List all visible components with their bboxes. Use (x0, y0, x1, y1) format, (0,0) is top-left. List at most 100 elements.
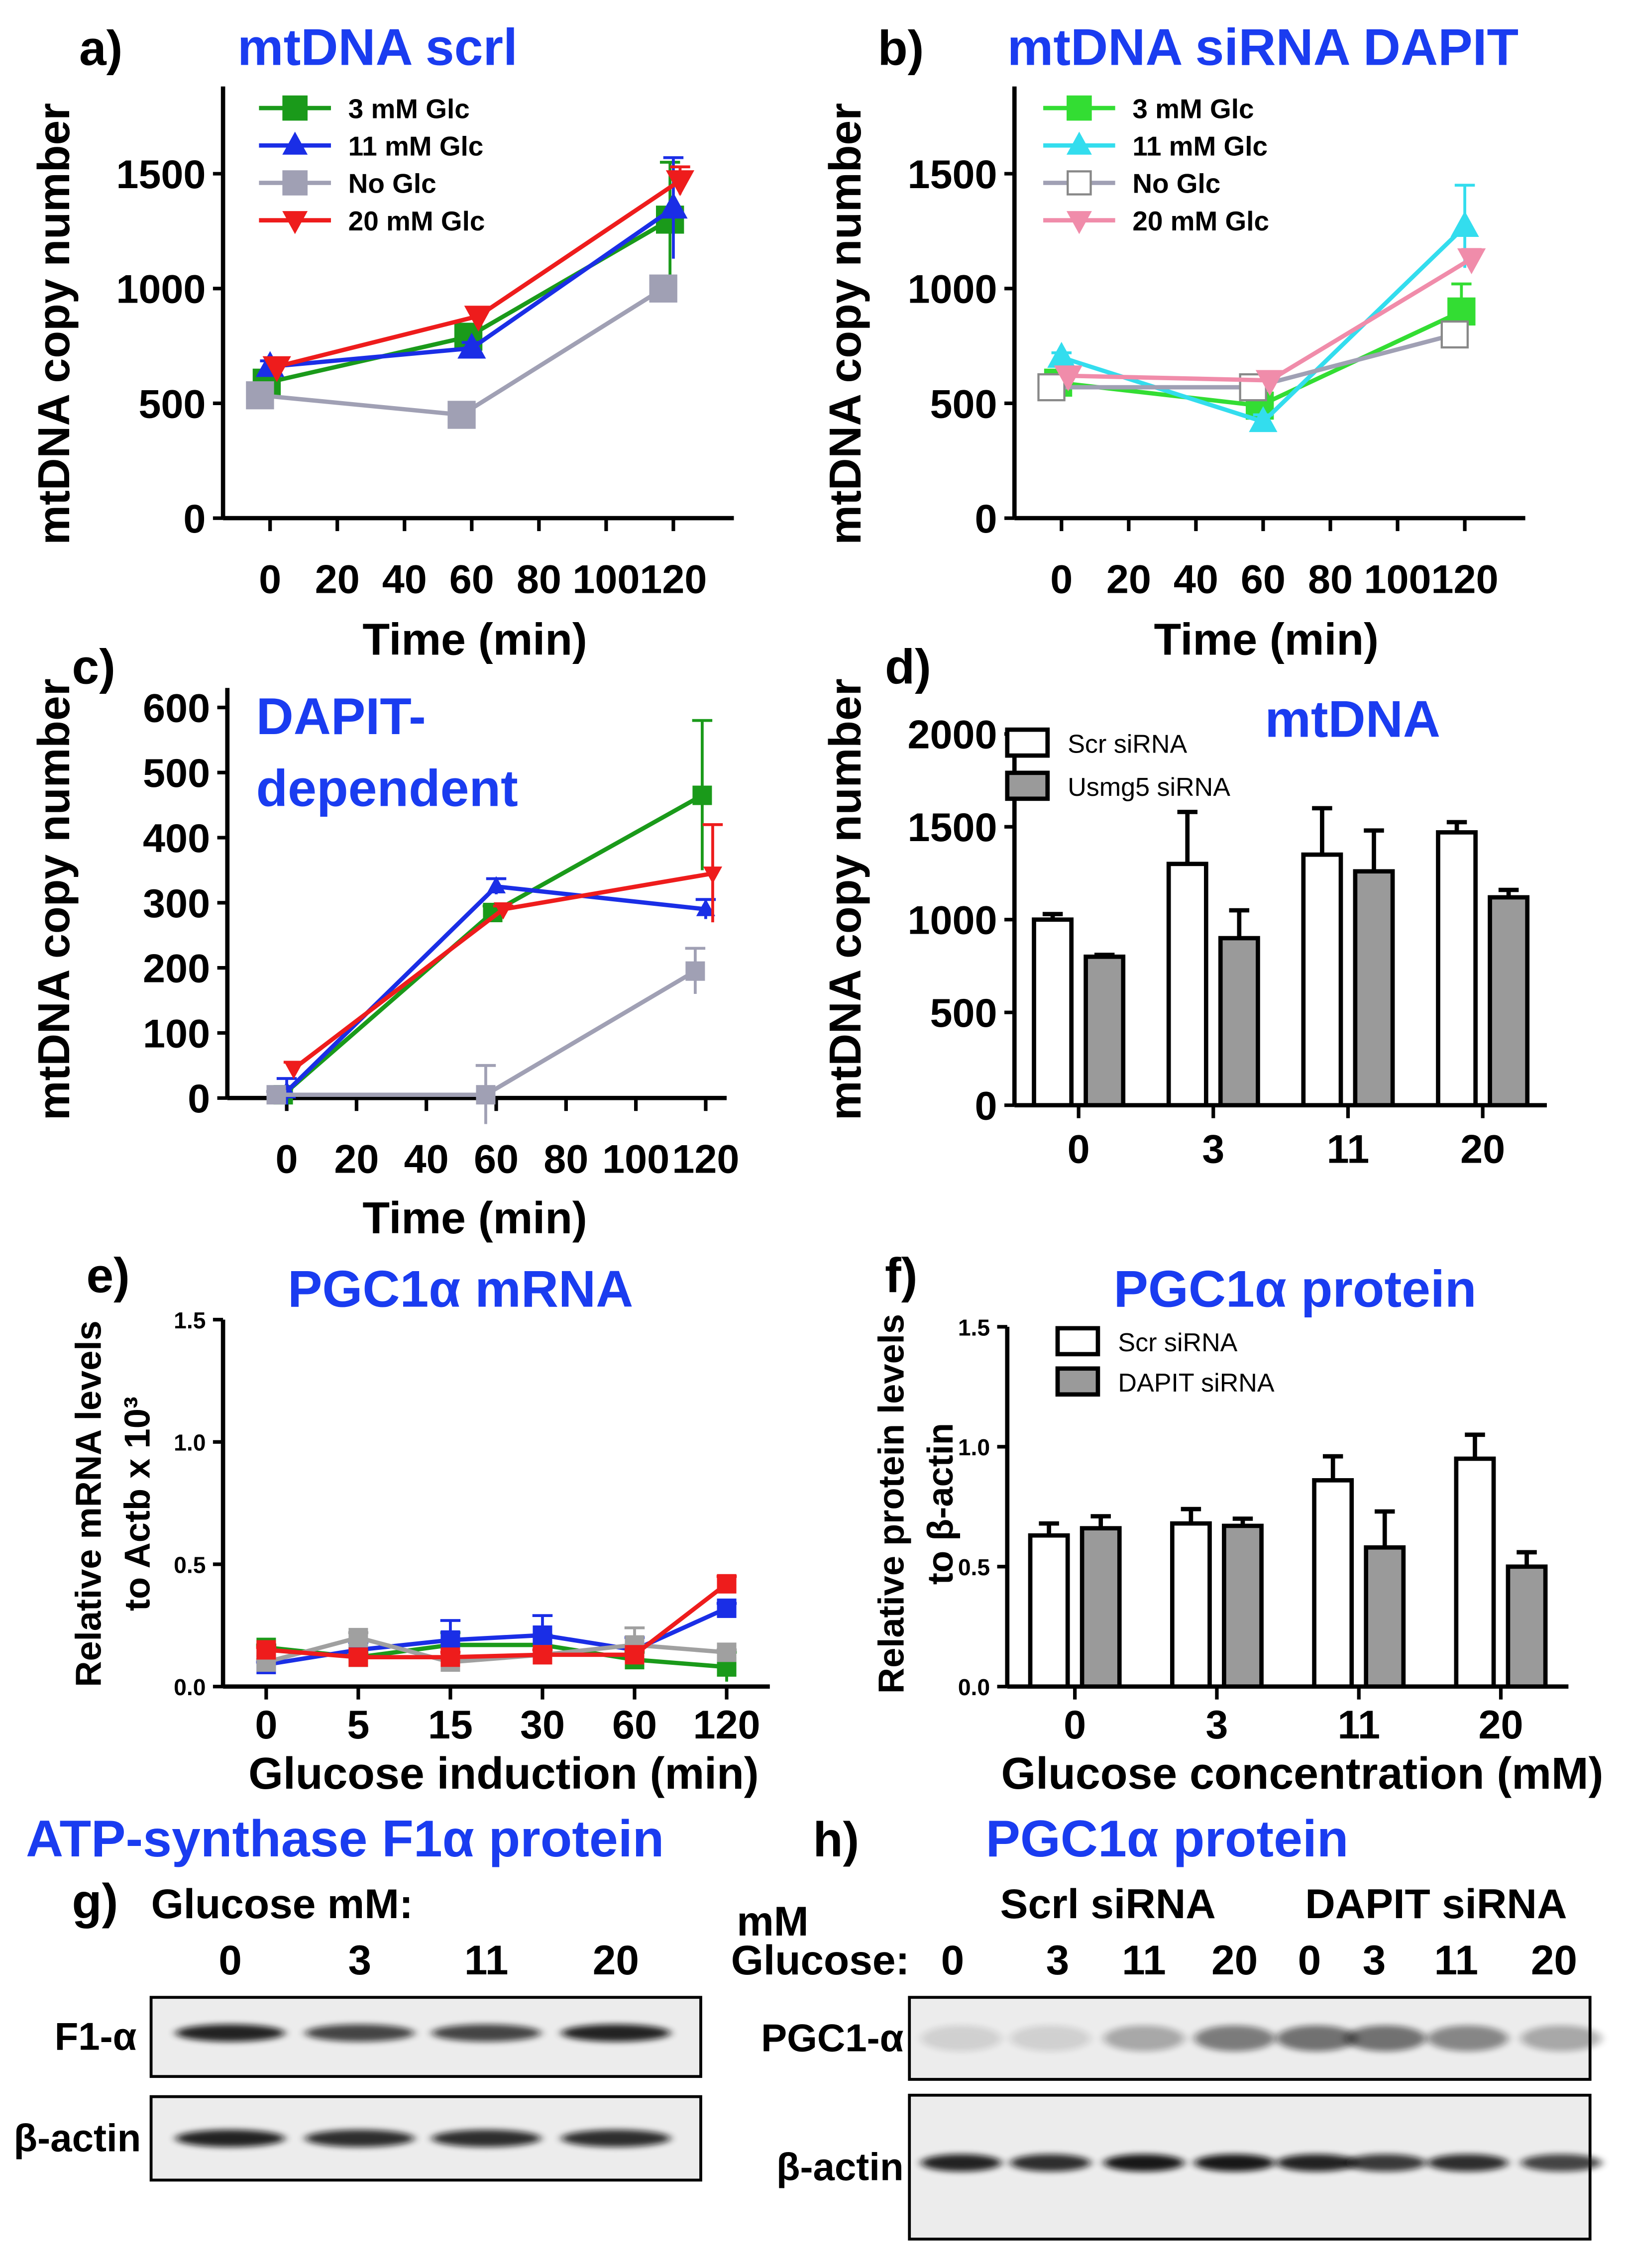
legend-label: 20 mM Glc (1132, 206, 1269, 236)
data-point (533, 1625, 552, 1645)
legend-marker (282, 170, 308, 196)
data-point (1054, 365, 1083, 392)
series-2 (256, 1626, 737, 1672)
series-3 (1054, 248, 1486, 396)
bar (1436, 830, 1478, 1108)
y-tick-label: 0.0 (958, 1674, 990, 1700)
data-point (1450, 211, 1479, 237)
blot-band (561, 2130, 671, 2147)
y-tick-label: 500 (138, 382, 206, 427)
lane-label: 3 (1046, 1937, 1070, 1983)
legend-item: 20 mM Glc (259, 206, 485, 236)
bar (1364, 1545, 1406, 1689)
blot-band (1345, 2154, 1426, 2172)
data-point (493, 902, 513, 920)
x-tick-label: 100 (602, 1137, 669, 1182)
blot-band (1427, 2154, 1508, 2172)
y-tick-label: 1.5 (174, 1307, 206, 1333)
legend-item: 20 mM Glc (1043, 206, 1269, 236)
series-line (265, 1635, 727, 1664)
series-1 (1047, 184, 1479, 432)
y-axis-label-line: Relative mRNA levels (69, 1320, 108, 1687)
x-tick-label: 0 (259, 557, 281, 602)
series-1 (1080, 1509, 1548, 1689)
y-tick-label: 1000 (116, 267, 206, 312)
data-point (486, 876, 506, 894)
x-tick-label: 11 (1327, 1127, 1370, 1172)
blot-band (1194, 2025, 1275, 2052)
y-tick-label: 500 (930, 382, 997, 427)
series-3 (283, 823, 723, 1080)
data-point (266, 1085, 286, 1105)
y-axis-label-line: to β-actin (921, 1423, 961, 1585)
legend-label: DAPIT siRNA (1118, 1369, 1274, 1398)
data-point (685, 961, 705, 981)
lane-label: 20 (593, 1937, 639, 1983)
legend-label: 11 mM Glc (348, 131, 484, 162)
x-axis-label: Time (min) (1154, 615, 1379, 664)
bar (1080, 1526, 1122, 1689)
y-tick-label: 1500 (908, 805, 997, 850)
y-tick-label: 400 (143, 816, 210, 861)
x-tick-label: 0 (276, 1137, 298, 1182)
x-axis-label: Glucose concentration (mM) (1001, 1748, 1604, 1798)
x-tick-label: 120 (640, 557, 707, 602)
panel-f: f) PGC1α protein 0.0 0.5 1.0 1.5 Relative prot… (872, 1248, 1604, 1798)
series-3 (262, 165, 695, 382)
y-axis-label-line: to Actb x 10³ (118, 1397, 158, 1611)
data-point (284, 1062, 304, 1080)
bar (1032, 917, 1074, 1108)
data-point (1249, 406, 1278, 432)
bar (1222, 1523, 1264, 1689)
blot-band (175, 2130, 285, 2147)
y-tick-label: 0.5 (174, 1552, 206, 1578)
blot-band (432, 2024, 542, 2042)
lane-label: 11 (464, 1937, 509, 1983)
x-tick-label: 120 (693, 1703, 760, 1747)
data-point (1037, 373, 1066, 402)
data-point (348, 1627, 368, 1647)
legend-item: Scr siRNA (1055, 1326, 1238, 1357)
blot-band (1520, 2154, 1602, 2172)
y-tick-label: 0.0 (174, 1674, 206, 1700)
y-axis-label: mtDNA copy number (29, 103, 79, 545)
x-axis-label: Glucose induction (min) (248, 1748, 759, 1798)
data-point (447, 401, 476, 429)
y-tick-label: 1000 (908, 898, 997, 943)
bar (1084, 954, 1126, 1108)
blot-band (1194, 2154, 1275, 2172)
data-point (1447, 297, 1476, 326)
blot-band (305, 2024, 415, 2042)
legend-swatch (1055, 1326, 1100, 1357)
x-tick-label: 0 (1050, 557, 1073, 602)
data-point (457, 332, 486, 359)
blot-band (561, 2024, 671, 2042)
panel-label: a) (79, 20, 122, 75)
panel-title: PGC1α protein (1114, 1260, 1477, 1318)
x-tick-label: 20 (1478, 1703, 1523, 1747)
series-2 (246, 274, 677, 429)
data-point (696, 899, 716, 916)
legend-label: 3 mM Glc (348, 93, 470, 124)
legend-item: 11 mM Glc (259, 131, 483, 162)
blot-band (921, 2154, 1002, 2172)
x-tick-label: 0 (255, 1703, 277, 1747)
blot-h: PGC1-α β-actin (761, 1996, 1602, 2241)
panel-label: e) (86, 1248, 129, 1303)
legend-item: 11 mM Glc (1043, 131, 1268, 162)
legend-swatch (1005, 770, 1050, 801)
x-tick-label: 60 (474, 1137, 519, 1182)
x-tick-label: 100 (572, 557, 640, 602)
data-point (649, 274, 677, 303)
bar (1218, 936, 1260, 1108)
lane-label: 11 (1122, 1937, 1166, 1983)
y-tick-label: 500 (930, 991, 997, 1036)
legend-item: DAPIT siRNA (1055, 1366, 1275, 1398)
x-axis-label: Time (min) (362, 1193, 587, 1243)
x-tick-label: 80 (517, 557, 561, 602)
x-tick-label: 80 (543, 1137, 588, 1182)
y-tick-label: 0 (188, 1077, 210, 1121)
